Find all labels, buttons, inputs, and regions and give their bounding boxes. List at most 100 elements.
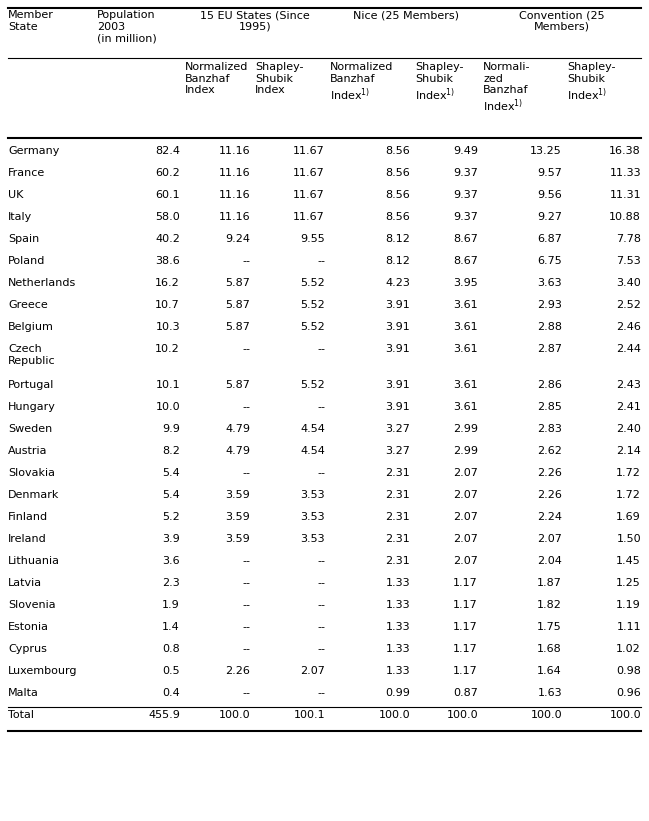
Text: 11.16: 11.16 — [218, 212, 250, 222]
Text: 15 EU States (Since
1995): 15 EU States (Since 1995) — [200, 10, 310, 31]
Text: Latvia: Latvia — [8, 578, 42, 588]
Text: 100.0: 100.0 — [378, 710, 410, 720]
Text: --: -- — [317, 600, 325, 610]
Text: 11.67: 11.67 — [293, 190, 325, 200]
Text: 58.0: 58.0 — [155, 212, 180, 222]
Text: 8.56: 8.56 — [386, 168, 410, 178]
Text: 9.37: 9.37 — [453, 190, 478, 200]
Text: Poland: Poland — [8, 256, 45, 266]
Text: 1.63: 1.63 — [537, 688, 562, 698]
Text: 5.87: 5.87 — [225, 322, 250, 332]
Text: Convention (25
Members): Convention (25 Members) — [519, 10, 605, 31]
Text: 2.31: 2.31 — [386, 512, 410, 522]
Text: 7.78: 7.78 — [616, 234, 641, 244]
Text: 2.31: 2.31 — [386, 490, 410, 500]
Text: 2.07: 2.07 — [453, 512, 478, 522]
Text: Malta: Malta — [8, 688, 39, 698]
Text: Normalized
Banzhaf
Index$^{1)}$: Normalized Banzhaf Index$^{1)}$ — [330, 62, 393, 103]
Text: 1.17: 1.17 — [453, 600, 478, 610]
Text: 3.91: 3.91 — [386, 322, 410, 332]
Text: 2.31: 2.31 — [386, 556, 410, 566]
Text: 1.25: 1.25 — [617, 578, 641, 588]
Text: 8.67: 8.67 — [453, 234, 478, 244]
Text: 3.59: 3.59 — [225, 512, 250, 522]
Text: 4.79: 4.79 — [225, 446, 250, 456]
Text: 8.56: 8.56 — [386, 190, 410, 200]
Text: 2.85: 2.85 — [537, 402, 562, 412]
Text: 2.99: 2.99 — [453, 424, 478, 434]
Text: 10.88: 10.88 — [609, 212, 641, 222]
Text: --: -- — [242, 256, 250, 266]
Text: 0.96: 0.96 — [617, 688, 641, 698]
Text: 3.27: 3.27 — [385, 424, 410, 434]
Text: France: France — [8, 168, 45, 178]
Text: Shapley-
Shubik
Index$^{1)}$: Shapley- Shubik Index$^{1)}$ — [415, 62, 463, 103]
Text: --: -- — [242, 556, 250, 566]
Text: 10.0: 10.0 — [155, 402, 180, 412]
Text: 2.46: 2.46 — [616, 322, 641, 332]
Text: 2.07: 2.07 — [453, 556, 478, 566]
Text: 1.02: 1.02 — [617, 644, 641, 654]
Text: 2.24: 2.24 — [537, 512, 562, 522]
Text: 9.37: 9.37 — [453, 212, 478, 222]
Text: 5.87: 5.87 — [225, 380, 250, 390]
Text: Estonia: Estonia — [8, 622, 49, 632]
Text: 11.31: 11.31 — [609, 190, 641, 200]
Text: 1.17: 1.17 — [453, 622, 478, 632]
Text: 0.4: 0.4 — [162, 688, 180, 698]
Text: 10.2: 10.2 — [155, 344, 180, 354]
Text: 8.12: 8.12 — [385, 234, 410, 244]
Text: 3.61: 3.61 — [454, 344, 478, 354]
Text: 100.0: 100.0 — [609, 710, 641, 720]
Text: 0.5: 0.5 — [162, 666, 180, 676]
Text: 11.16: 11.16 — [218, 168, 250, 178]
Text: 1.50: 1.50 — [617, 534, 641, 544]
Text: Netherlands: Netherlands — [8, 278, 76, 288]
Text: 1.17: 1.17 — [453, 666, 478, 676]
Text: 3.53: 3.53 — [300, 490, 325, 500]
Text: 2.26: 2.26 — [537, 490, 562, 500]
Text: Czech
Republic: Czech Republic — [8, 344, 56, 365]
Text: 2.62: 2.62 — [537, 446, 562, 456]
Text: 3.63: 3.63 — [537, 278, 562, 288]
Text: Lithuania: Lithuania — [8, 556, 60, 566]
Text: 10.7: 10.7 — [155, 300, 180, 310]
Text: --: -- — [242, 578, 250, 588]
Text: 2.07: 2.07 — [300, 666, 325, 676]
Text: 2.07: 2.07 — [537, 534, 562, 544]
Text: 3.6: 3.6 — [162, 556, 180, 566]
Text: 1.33: 1.33 — [386, 622, 410, 632]
Text: 1.33: 1.33 — [386, 600, 410, 610]
Text: 0.87: 0.87 — [453, 688, 478, 698]
Text: 5.4: 5.4 — [162, 490, 180, 500]
Text: 6.75: 6.75 — [537, 256, 562, 266]
Text: Slovakia: Slovakia — [8, 468, 55, 478]
Text: 40.2: 40.2 — [155, 234, 180, 244]
Text: 4.54: 4.54 — [300, 424, 325, 434]
Text: Austria: Austria — [8, 446, 47, 456]
Text: --: -- — [242, 344, 250, 354]
Text: 2.86: 2.86 — [537, 380, 562, 390]
Text: --: -- — [242, 622, 250, 632]
Text: 2.41: 2.41 — [616, 402, 641, 412]
Text: --: -- — [317, 402, 325, 412]
Text: 9.24: 9.24 — [225, 234, 250, 244]
Text: 4.79: 4.79 — [225, 424, 250, 434]
Text: --: -- — [317, 256, 325, 266]
Text: 2.99: 2.99 — [453, 446, 478, 456]
Text: 2.31: 2.31 — [386, 534, 410, 544]
Text: 6.87: 6.87 — [537, 234, 562, 244]
Text: 11.16: 11.16 — [218, 146, 250, 156]
Text: Italy: Italy — [8, 212, 32, 222]
Text: 7.53: 7.53 — [617, 256, 641, 266]
Text: 2.87: 2.87 — [537, 344, 562, 354]
Text: 2.3: 2.3 — [162, 578, 180, 588]
Text: Cyprus: Cyprus — [8, 644, 47, 654]
Text: --: -- — [317, 344, 325, 354]
Text: 3.27: 3.27 — [385, 446, 410, 456]
Text: 10.3: 10.3 — [155, 322, 180, 332]
Text: 9.27: 9.27 — [537, 212, 562, 222]
Text: 9.9: 9.9 — [162, 424, 180, 434]
Text: 2.88: 2.88 — [537, 322, 562, 332]
Text: 0.99: 0.99 — [385, 688, 410, 698]
